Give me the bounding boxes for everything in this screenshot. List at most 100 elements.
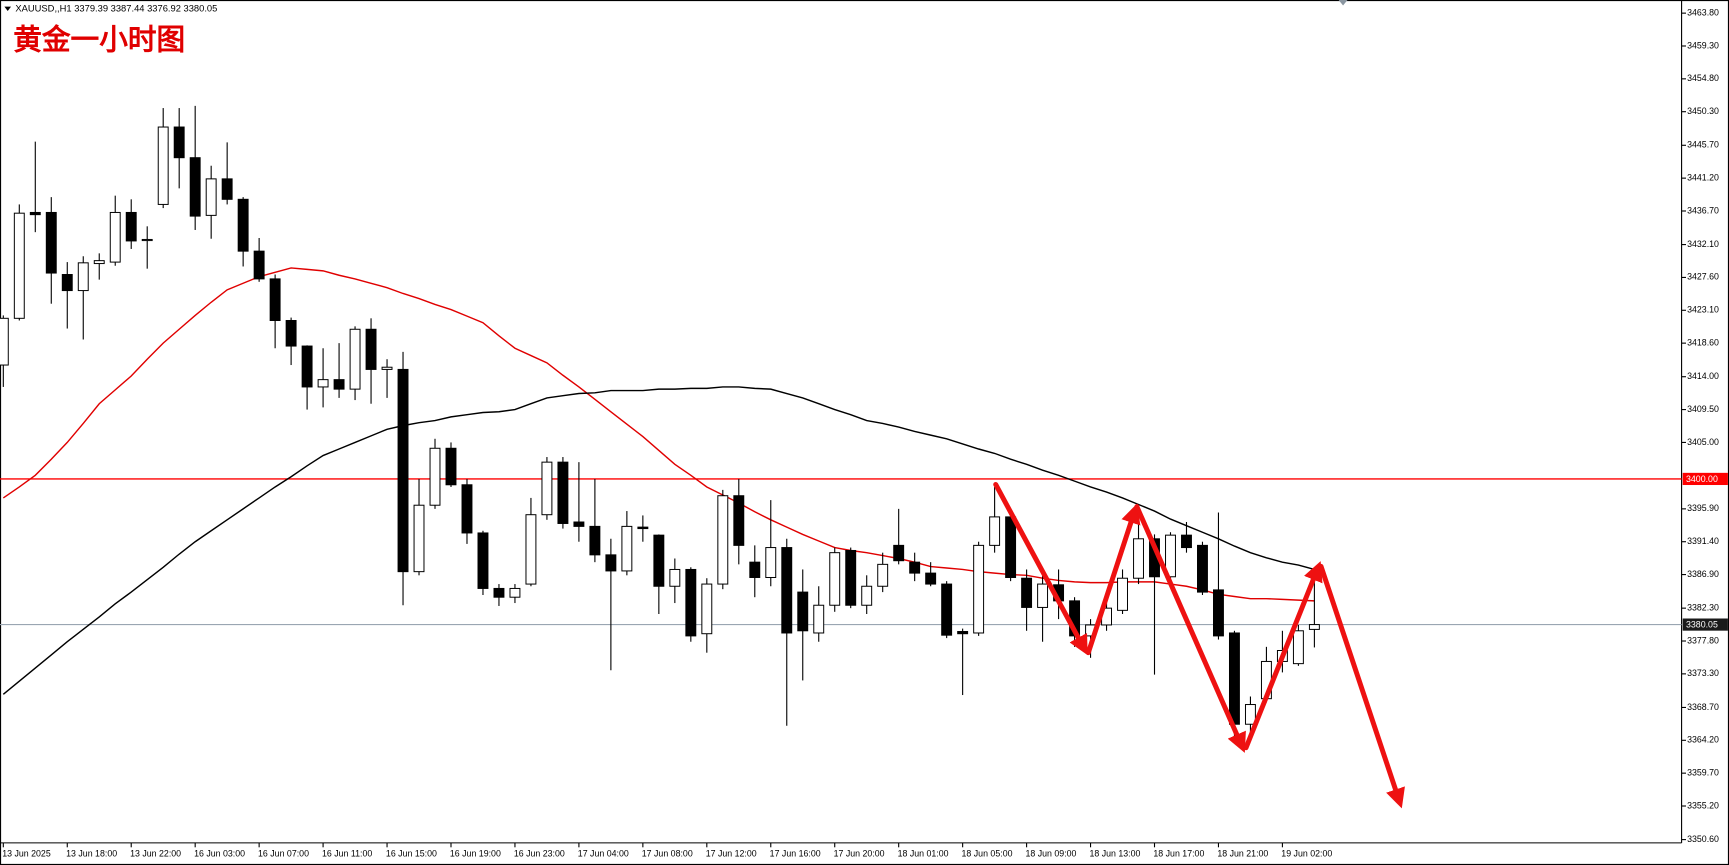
candle-body	[365, 328, 377, 370]
candle-body	[541, 461, 553, 516]
candle-body	[1244, 704, 1256, 725]
candle-body	[1005, 516, 1017, 578]
y-tick-label: 3441.20	[1687, 172, 1719, 182]
candle-body	[253, 250, 265, 280]
candle-body	[845, 549, 857, 606]
candle-body	[653, 534, 665, 587]
y-tick-label: 3364.20	[1687, 735, 1719, 745]
level-label-box	[1682, 618, 1728, 631]
arrow	[1318, 563, 1405, 809]
candle-body	[285, 320, 297, 347]
candle-body	[941, 583, 953, 636]
y-tick-label: 3373.30	[1687, 668, 1719, 678]
candle-body	[717, 495, 729, 585]
x-tick-label: 16 Jun 19:00	[450, 848, 501, 858]
header-triangle	[4, 6, 12, 12]
y-tick-label: 3377.80	[1687, 635, 1719, 645]
chart-header: XAUUSD,,H1 3379.39 3387.44 3376.92 3380.…	[15, 3, 217, 13]
candle-body	[125, 211, 137, 242]
x-tick-label: 17 Jun 04:00	[578, 848, 629, 858]
candle-body	[93, 260, 105, 265]
candle-body	[685, 568, 697, 637]
candle-body	[749, 561, 761, 578]
candle-body	[77, 262, 89, 292]
candle-body	[397, 368, 409, 573]
candle-body	[621, 525, 633, 572]
moving-average	[2, 386, 1315, 695]
y-tick-label: 3355.20	[1687, 800, 1719, 810]
shift-marker	[1338, 0, 1348, 6]
candle-body	[877, 563, 889, 587]
candle-body	[429, 447, 441, 506]
x-tick-label: 17 Jun 12:00	[706, 848, 757, 858]
candle-body	[765, 547, 777, 578]
y-tick-label: 3382.30	[1687, 602, 1719, 612]
candle-body	[1292, 630, 1304, 665]
candle-body	[909, 561, 921, 574]
x-tick-label: 16 Jun 07:00	[258, 848, 309, 858]
candle-body	[269, 278, 281, 322]
candle-body	[989, 516, 1001, 546]
candle-body	[813, 604, 825, 634]
x-tick-label: 18 Jun 01:00	[898, 848, 949, 858]
candle-body	[1037, 583, 1049, 608]
y-tick-label: 3414.00	[1687, 371, 1719, 381]
candle-body	[1213, 589, 1224, 637]
y-tick-label: 3450.30	[1687, 106, 1719, 116]
candle-body	[0, 317, 9, 366]
candle-body	[61, 274, 73, 292]
x-tick-label: 13 Jun 22:00	[130, 848, 181, 858]
y-tick-label: 3432.10	[1687, 239, 1719, 249]
candle-body	[157, 126, 169, 205]
y-tick-label: 3386.90	[1687, 569, 1719, 579]
candle-body	[589, 525, 601, 556]
moving-average	[2, 267, 1315, 602]
candle-body	[893, 544, 905, 562]
candle-body	[925, 572, 937, 585]
candle-body	[493, 587, 505, 598]
candle-body	[605, 554, 617, 572]
candle-body	[525, 514, 537, 585]
candle-body	[29, 211, 41, 216]
level-label: 3400.00	[1686, 474, 1718, 484]
candle-body	[13, 212, 25, 319]
candle-body	[381, 366, 393, 370]
candle-body	[557, 461, 569, 524]
y-tick-label: 3409.50	[1687, 404, 1719, 414]
y-tick-label: 3368.70	[1687, 702, 1719, 712]
x-tick-label: 18 Jun 05:00	[962, 848, 1013, 858]
x-tick-label: 17 Jun 16:00	[770, 848, 821, 858]
candle-body	[301, 345, 313, 388]
x-tick-label: 17 Jun 20:00	[834, 848, 885, 858]
candle-body	[477, 532, 489, 589]
candle-body	[573, 521, 585, 527]
x-tick-label: 18 Jun 17:00	[1153, 848, 1204, 858]
level-label: 3380.05	[1686, 619, 1718, 629]
candle-body	[413, 504, 425, 573]
x-tick-label: 19 Jun 02:00	[1281, 848, 1332, 858]
x-tick-label: 18 Jun 13:00	[1089, 848, 1140, 858]
arrow	[993, 481, 1088, 656]
y-tick-label: 3445.70	[1687, 140, 1719, 150]
candle-body	[1181, 534, 1192, 549]
candle-body	[1228, 632, 1240, 725]
candle-body	[637, 526, 649, 530]
candle-body	[829, 552, 841, 606]
y-tick-label: 3463.80	[1687, 7, 1719, 17]
y-tick-label: 3359.70	[1687, 767, 1719, 777]
y-tick-label: 3350.60	[1687, 834, 1719, 844]
candle-body	[701, 583, 713, 635]
candle-body	[781, 547, 793, 634]
candle-body	[861, 585, 873, 606]
candle-body	[1197, 544, 1208, 593]
candle-body	[349, 328, 361, 390]
y-tick-label: 3418.60	[1687, 337, 1719, 347]
arrow	[1243, 561, 1323, 751]
x-tick-label: 16 Jun 15:00	[386, 848, 437, 858]
chart-title: 黄金一小时图	[13, 24, 185, 57]
candle-body	[733, 495, 745, 546]
candle-body	[45, 211, 57, 274]
y-tick-label: 3395.90	[1687, 503, 1719, 513]
